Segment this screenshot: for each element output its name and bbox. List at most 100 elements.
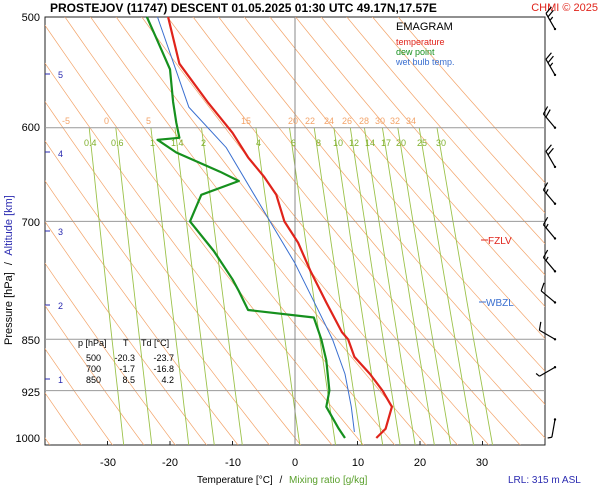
mixing-ratio-line — [436, 127, 494, 445]
wind-barb-staff — [545, 59, 556, 76]
table-cell: 500 — [86, 353, 101, 363]
legend-title: EMAGRAM — [396, 21, 453, 33]
mix-label: 25 — [417, 138, 427, 148]
mix-label: 30 — [436, 138, 446, 148]
mix-label: 17 — [381, 138, 391, 148]
mix-label: 14 — [365, 138, 375, 148]
theta-label: -5 — [62, 116, 70, 126]
wind-barb-dot — [553, 27, 557, 31]
mix-label: 0.4 — [84, 138, 97, 148]
dry-adiabat-line — [218, 17, 545, 405]
theta-label: 30 — [375, 116, 385, 126]
mix-label: 10 — [333, 138, 343, 148]
wind-barb-flag — [547, 55, 554, 64]
wind-barb-dot — [553, 301, 557, 304]
pressure-ticks: 500 600 700 850 925 1000 — [16, 12, 40, 445]
wind-barb-staff — [545, 151, 556, 168]
wind-barb-dot — [553, 126, 557, 129]
dry-adiabat-line — [397, 17, 545, 184]
wind-barb-staff — [539, 329, 556, 340]
wind-barb — [542, 249, 557, 273]
mixing-ratio-line — [174, 127, 215, 445]
theta-label: 34 — [406, 116, 416, 126]
theta-label: 28 — [359, 116, 369, 126]
legend-temperature: temperature — [396, 37, 445, 47]
wind-barb-dot — [553, 366, 557, 369]
wind-barb-staff — [540, 290, 556, 303]
dry-adiabat-line — [115, 17, 458, 445]
dry-adiabat-line — [269, 17, 545, 340]
legend-wetbulb: wet bulb temp. — [395, 57, 455, 67]
mix-label: 6 — [291, 138, 296, 148]
lrl-label: LRL: 315 m ASL — [508, 475, 581, 486]
alt-tick: 5 — [58, 70, 63, 80]
wind-barb-staff — [551, 419, 556, 438]
dry-adiabat-line — [45, 221, 207, 445]
table-cell: 700 — [86, 364, 101, 374]
dry-adiabat-line — [167, 17, 521, 445]
profiles — [145, 16, 393, 439]
wind-barb — [535, 366, 557, 377]
table-cell: -16.8 — [153, 364, 174, 374]
table-cell: -1.7 — [119, 364, 135, 374]
wind-barb-flag — [549, 16, 554, 21]
wbzl-label: WBZL — [486, 298, 514, 309]
wind-barb-flag — [542, 216, 549, 225]
alt-tick: 2 — [58, 301, 63, 311]
mixing-ratio-line — [289, 127, 336, 445]
wind-barb-flag — [547, 147, 554, 156]
x-axis-sep: / — [279, 475, 282, 486]
mixing-ratio-line — [201, 127, 243, 445]
mixing-ratio-line — [115, 127, 153, 445]
x-axis-title: Temperature [°C] / Mixing ratio [g/kg] — [197, 475, 368, 486]
fzlv-label: FZLV — [488, 236, 512, 247]
temperature-line — [167, 16, 393, 439]
t-tick: 0 — [292, 457, 298, 469]
dry-adiabat-line — [45, 140, 270, 445]
x-axis-temp-label: Temperature [°C] — [197, 475, 273, 486]
mix-label: 4 — [256, 138, 261, 148]
wind-barb-flag — [545, 189, 549, 194]
table-header: Td [°C] — [141, 338, 169, 348]
p-tick: 500 — [22, 12, 40, 24]
wind-barb — [538, 321, 557, 341]
wind-barb-flag — [542, 182, 549, 191]
wind-barb-dot — [553, 73, 557, 77]
wind-barb-flag — [542, 106, 549, 115]
wind-barbs — [535, 6, 557, 439]
wind-barb — [545, 144, 557, 169]
wind-barb-flag — [545, 223, 549, 229]
table-cell: 850 — [86, 375, 101, 385]
theta-label: 15 — [241, 116, 251, 126]
mix-label: 20 — [396, 138, 406, 148]
dry-adiabats — [45, 17, 545, 445]
dry-adiabat-line — [45, 101, 302, 445]
mix-label: 12 — [349, 138, 359, 148]
wind-barb — [547, 418, 557, 439]
wind-barb-dot — [553, 270, 557, 273]
mixing-ratio-line — [313, 127, 363, 445]
wind-barb-flag — [540, 282, 545, 292]
legend-dewpoint: dew point — [396, 47, 435, 57]
p-tick: 600 — [22, 122, 40, 134]
wind-barb-flag — [547, 436, 552, 439]
t-tick: 20 — [414, 457, 426, 469]
theta-label: 0 — [104, 116, 109, 126]
dry-adiabat-line — [45, 180, 239, 445]
temperature-ticks: -30 -20 -10 0 10 20 30 — [100, 457, 488, 469]
dry-adiabat-line — [45, 304, 145, 445]
y-axis-altitude-label: Altitude [km] — [3, 195, 15, 256]
mixing-ratio-lines — [88, 127, 494, 445]
p-tick: 850 — [22, 335, 40, 347]
mixing-ratio-line — [88, 127, 125, 445]
wind-barb-flag — [545, 52, 552, 60]
t-tick: -10 — [225, 457, 241, 469]
dry-adiabat-line — [192, 17, 545, 439]
t-tick: 30 — [476, 457, 488, 469]
mixing-ratio-line — [255, 127, 301, 445]
mix-label: 8 — [316, 138, 321, 148]
dry-adiabat-line — [64, 17, 396, 445]
alt-tick: 1 — [58, 375, 63, 385]
y-axis-pressure-label: Pressure [hPa] — [3, 272, 15, 345]
